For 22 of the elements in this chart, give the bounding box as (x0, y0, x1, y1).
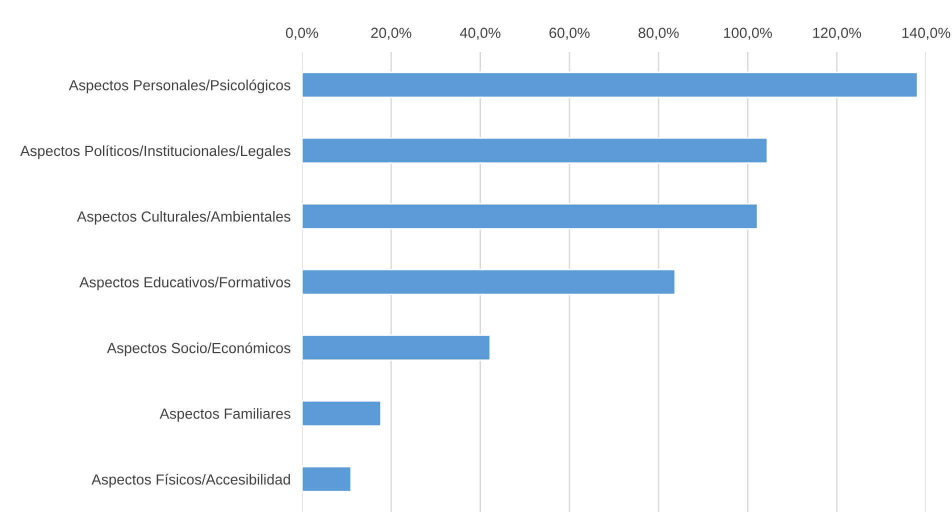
x-tick-label: 80,0% (638, 28, 679, 40)
y-tick-label: Aspectos Educativos/Formativos (79, 276, 290, 290)
bar (302, 268, 676, 296)
y-tick-label: Aspectos Culturales/Ambientales (76, 211, 290, 225)
y-tick-label: Aspectos Personales/Psicológicos (68, 79, 290, 94)
bar (302, 72, 918, 98)
bar (302, 400, 382, 427)
x-tick-label: 140,0% (902, 28, 950, 40)
bar (302, 334, 491, 361)
x-tick-label: 100,0% (724, 28, 772, 40)
x-tick-label: 20,0% (371, 28, 412, 40)
y-tick-label: Aspectos Físicos/Accesibilidad (92, 474, 290, 488)
x-tick-label: 40,0% (460, 28, 500, 40)
y-tick-label: Aspectos Familiares (160, 408, 290, 422)
bar (302, 466, 352, 492)
y-tick-label: Aspectos Socio/Económicos (106, 342, 290, 356)
bar (302, 137, 768, 164)
y-tick-label: Aspectos Políticos/Institucionales/Legales (20, 145, 290, 159)
x-tick-label: 0,0% (286, 28, 318, 40)
bar (302, 203, 758, 230)
x-tick-label: 120,0% (813, 28, 862, 40)
x-tick-label: 60,0% (549, 28, 590, 40)
